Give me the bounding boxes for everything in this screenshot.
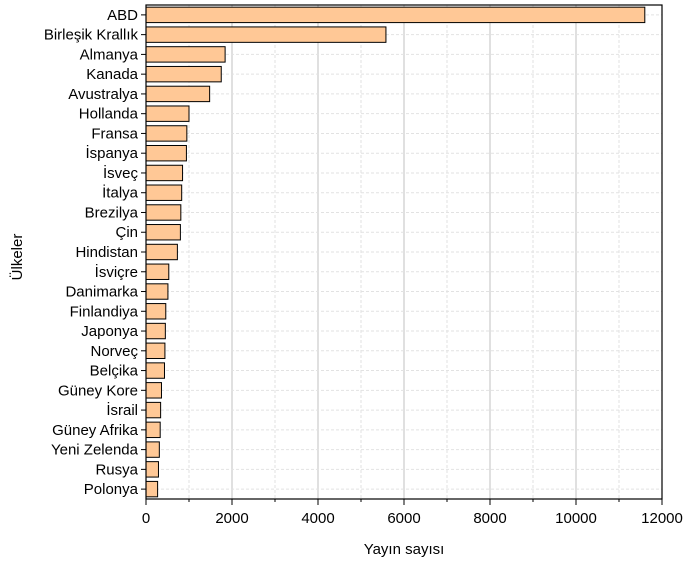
bar — [146, 7, 645, 22]
bar — [146, 422, 160, 437]
bar — [146, 47, 225, 62]
bar — [146, 185, 182, 200]
y-axis-title: Ülkeler — [8, 234, 26, 281]
category-labels: ABD Birleşik Krallık Almanya Kanada Avustral… — [44, 7, 146, 498]
bar — [146, 481, 158, 496]
category-label: Yeni Zelenda — [51, 442, 139, 459]
category-label: Fransa — [91, 125, 138, 142]
bar — [146, 126, 187, 141]
category-label: Güney Kore — [58, 382, 138, 399]
category-label: Güney Afrika — [52, 422, 139, 439]
category-label: İspanya — [85, 144, 138, 162]
category-label: Birleşik Krallık — [44, 27, 139, 44]
bar — [146, 205, 181, 220]
x-tick-label: 0 — [142, 510, 150, 527]
bar — [146, 363, 164, 378]
bar — [146, 442, 159, 457]
bar — [146, 145, 186, 160]
bar — [146, 106, 189, 121]
bar — [146, 165, 183, 180]
x-tick-label: 12000 — [641, 510, 683, 527]
x-tick-label: 8000 — [473, 510, 506, 527]
category-label: Belçika — [90, 363, 139, 380]
category-label: İsveç — [103, 164, 139, 182]
category-label: Norveç — [90, 343, 138, 360]
category-label: Brezilya — [85, 204, 139, 221]
bar — [146, 264, 169, 279]
category-label: Polonya — [84, 481, 139, 498]
category-label: Japonya — [81, 323, 138, 340]
bar — [146, 323, 165, 338]
bar — [146, 66, 221, 81]
category-label: Finlandiya — [70, 303, 139, 320]
x-axis-ticks: 0 2000 4000 6000 8000 10000 12000 — [142, 499, 683, 527]
bar — [146, 244, 177, 259]
grid-layer — [146, 5, 662, 499]
x-tick-label: 4000 — [301, 510, 334, 527]
bar — [146, 304, 166, 319]
bar — [146, 343, 165, 358]
category-label: İtalya — [102, 184, 139, 202]
bar — [146, 383, 161, 398]
category-label: Danimarka — [65, 284, 138, 301]
category-label: Almanya — [80, 46, 139, 63]
category-label: Hollanda — [79, 106, 139, 123]
x-tick-label: 6000 — [387, 510, 420, 527]
bar — [146, 27, 386, 42]
category-label: İsrail — [106, 401, 138, 419]
category-label: Rusya — [95, 461, 138, 478]
category-label: Çin — [115, 224, 138, 241]
x-tick-label: 10000 — [555, 510, 597, 527]
category-label: Avustralya — [68, 86, 138, 103]
category-label: İsviçre — [95, 263, 138, 281]
bars-layer — [146, 7, 645, 497]
bar — [146, 462, 158, 477]
category-label: ABD — [107, 7, 138, 24]
bar — [146, 86, 210, 101]
x-tick-label: 2000 — [215, 510, 248, 527]
bar — [146, 225, 180, 240]
bar — [146, 284, 168, 299]
category-label: Hindistan — [75, 244, 138, 261]
bar — [146, 402, 161, 417]
category-label: Kanada — [86, 66, 138, 83]
x-axis-title: Yayın sayısı — [364, 541, 445, 558]
